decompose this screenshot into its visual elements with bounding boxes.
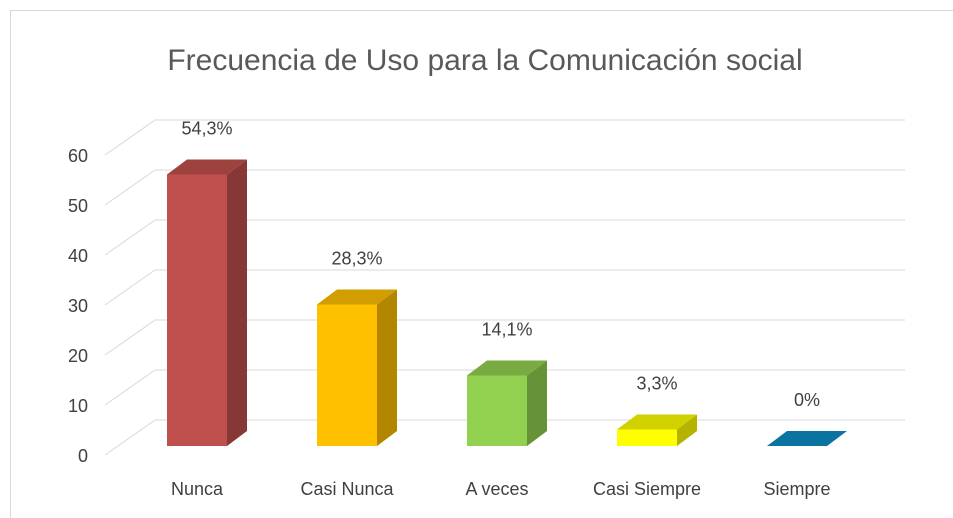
chart-title: Frecuencia de Uso para la Comunicación s… xyxy=(167,44,802,77)
x-tick-label: A veces xyxy=(465,479,528,499)
y-tick-label: 30 xyxy=(68,296,88,316)
y-tick-label: 40 xyxy=(68,246,88,266)
grid-line xyxy=(104,369,905,406)
x-tick-label: Casi Siempre xyxy=(593,479,701,499)
data-label: 0% xyxy=(794,390,820,410)
bar-top xyxy=(467,360,547,376)
bar-top xyxy=(317,289,397,305)
bar-top xyxy=(167,159,247,175)
y-tick-label: 20 xyxy=(68,346,88,366)
bar-side xyxy=(227,159,247,446)
bar-side xyxy=(377,289,397,446)
bar-top xyxy=(767,431,847,446)
bar xyxy=(617,429,677,446)
y-tick-label: 0 xyxy=(78,446,88,466)
data-label: 28,3% xyxy=(331,248,382,268)
bar xyxy=(467,375,527,446)
bar-top xyxy=(617,414,697,430)
x-tick-label: Siempre xyxy=(763,479,830,499)
y-tick-label: 10 xyxy=(68,396,88,416)
x-tick-label: Nunca xyxy=(171,479,224,499)
data-label: 14,1% xyxy=(481,319,532,339)
bar-side xyxy=(527,360,547,446)
grid-line xyxy=(104,319,905,356)
y-tick-label: 60 xyxy=(68,146,88,166)
grid-line xyxy=(104,219,905,256)
grid-line xyxy=(104,169,905,206)
bar xyxy=(167,174,227,446)
grid-line xyxy=(104,119,905,156)
grid-line xyxy=(104,269,905,306)
data-label: 3,3% xyxy=(636,373,677,393)
bar-side xyxy=(677,414,697,446)
bar xyxy=(317,304,377,446)
data-label: 54,3% xyxy=(181,118,232,138)
y-tick-label: 50 xyxy=(68,196,88,216)
x-tick-label: Casi Nunca xyxy=(300,479,394,499)
